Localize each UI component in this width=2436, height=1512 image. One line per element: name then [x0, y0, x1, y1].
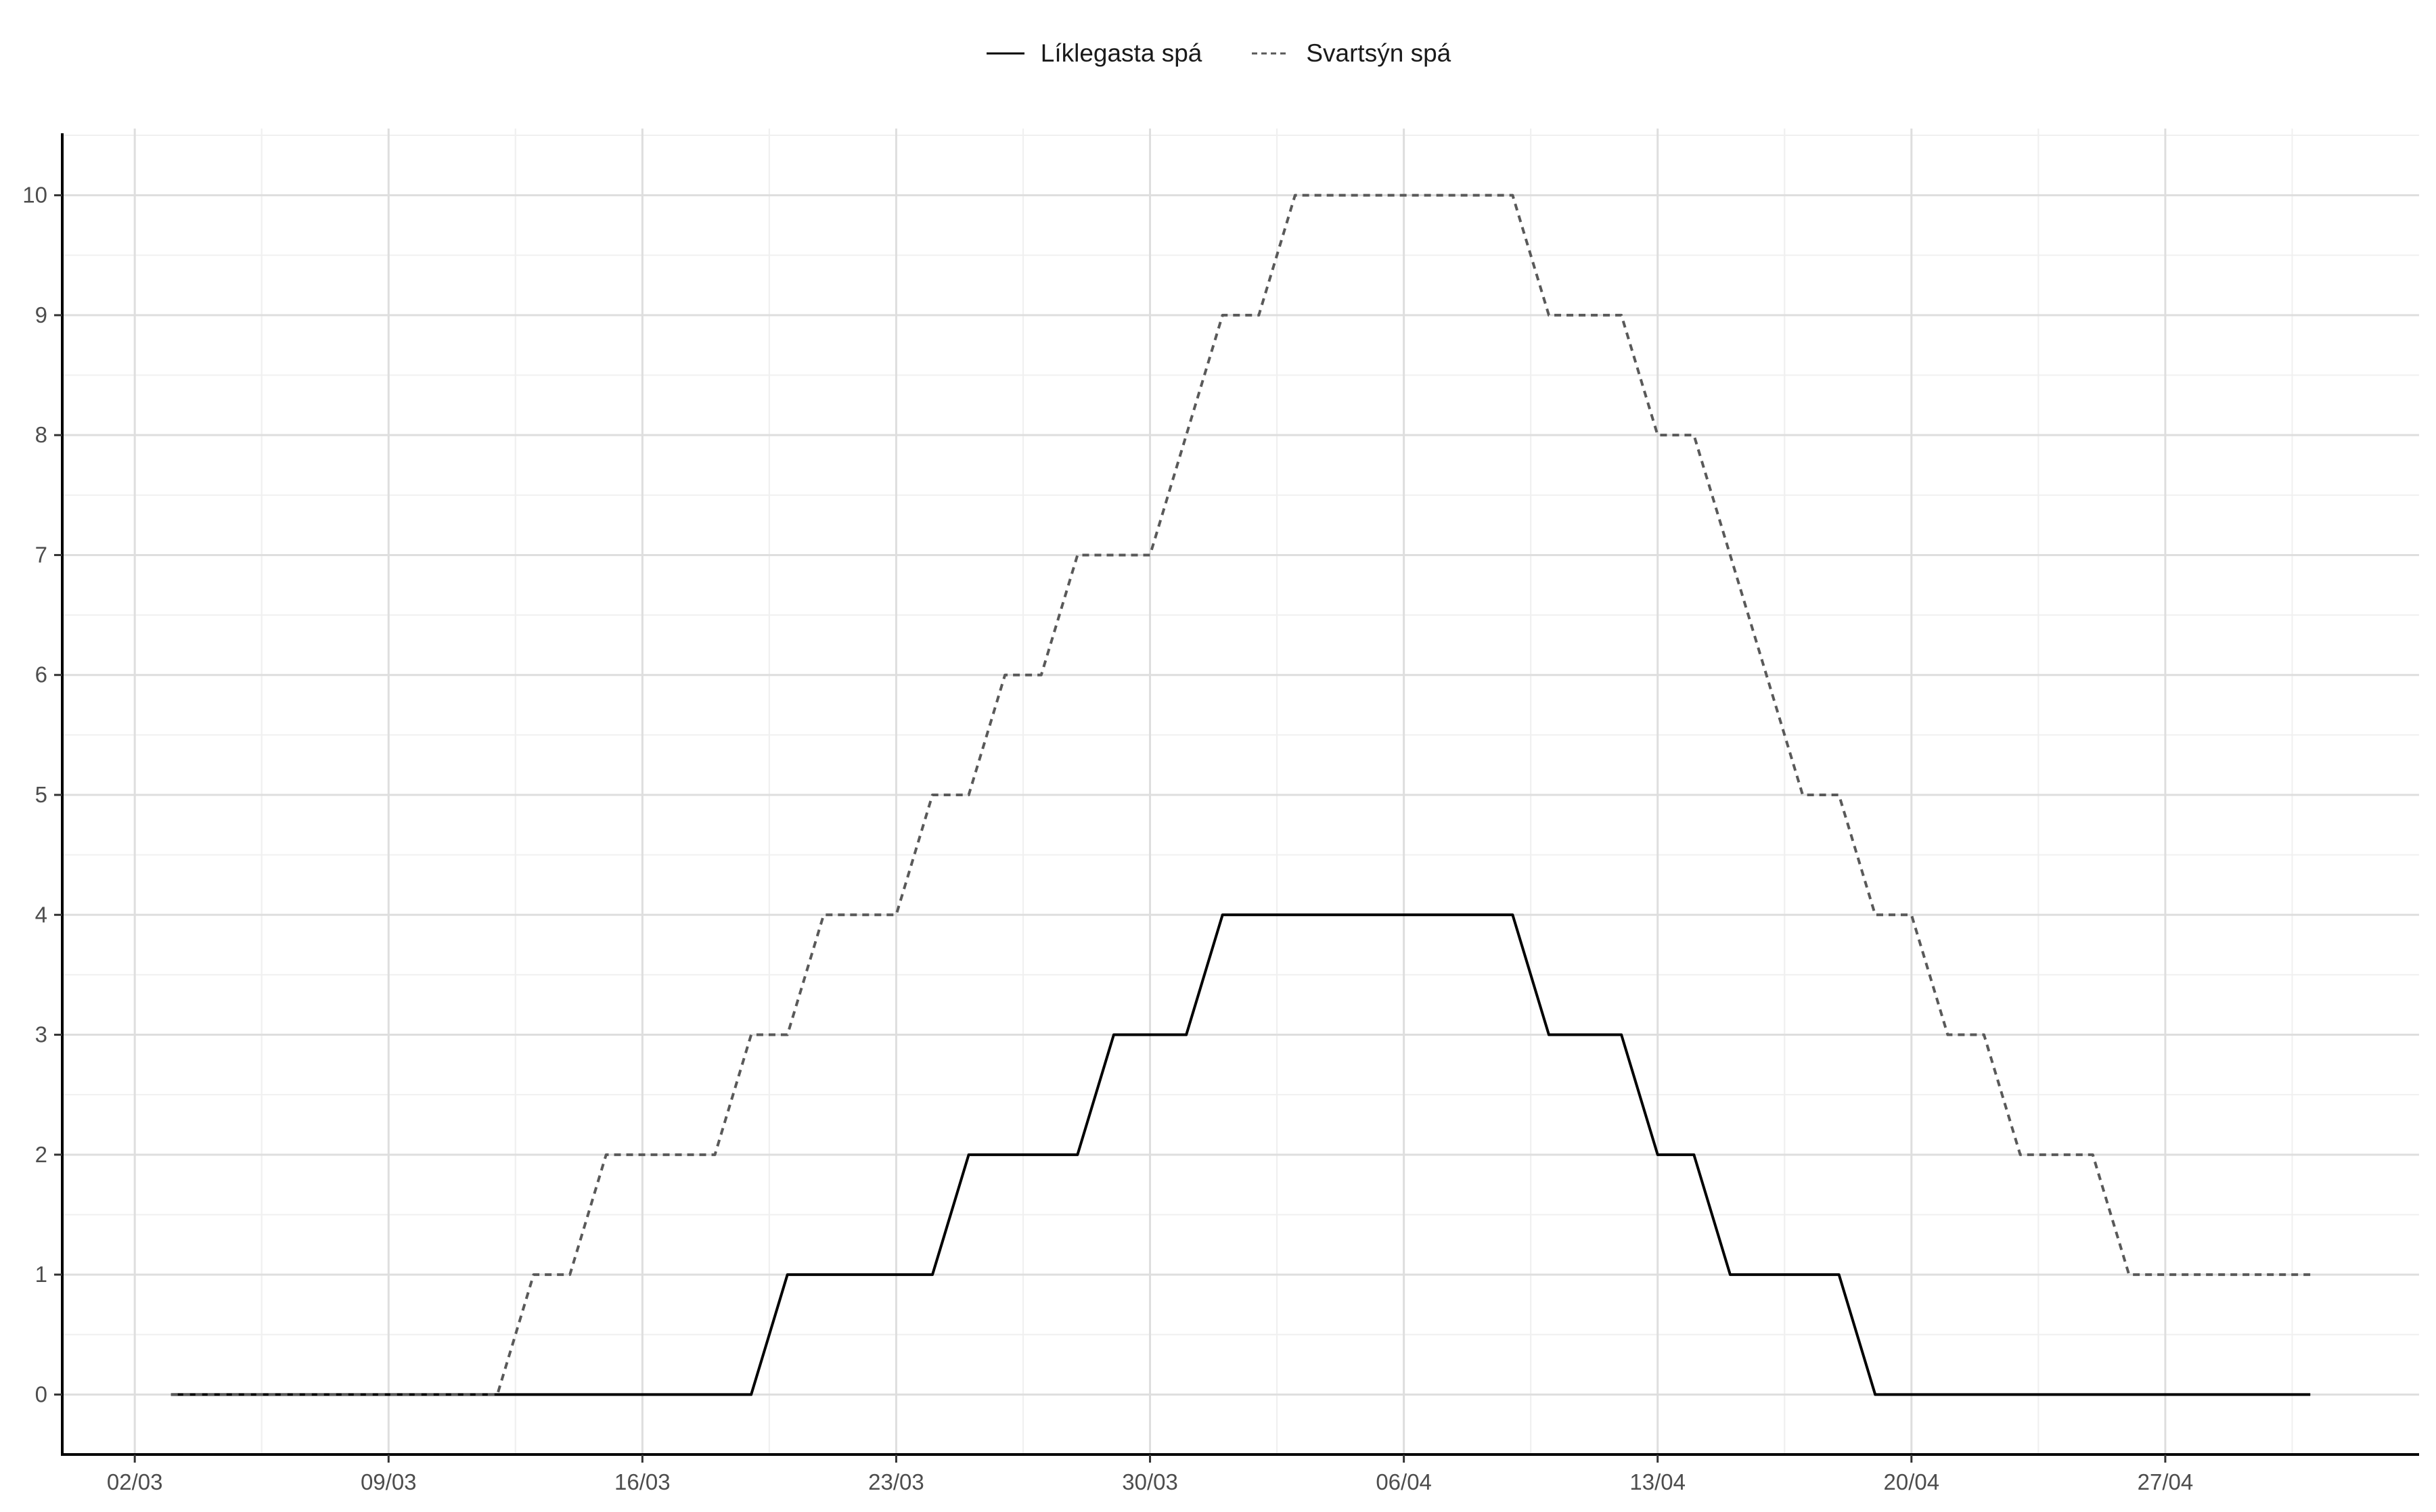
axes	[54, 133, 2419, 1463]
y-tick-label: 8	[35, 422, 47, 447]
legend-label-pessimistic: Svartsýn spá	[1306, 39, 1451, 67]
x-tick-label: 13/04	[1629, 1469, 1686, 1494]
grid-minor	[62, 129, 2419, 1455]
grid-major	[62, 129, 2419, 1454]
legend-key-solid	[986, 52, 1024, 55]
y-tick-label: 7	[35, 542, 47, 567]
legend-item-likely: Líklegasta spá	[985, 39, 1202, 68]
y-tick-label: 0	[35, 1381, 47, 1406]
x-tick-label: 06/04	[1376, 1469, 1432, 1494]
legend-label-likely: Líklegasta spá	[1040, 39, 1202, 67]
y-tick-label: 9	[35, 302, 47, 327]
series-line-1	[171, 913, 2311, 1396]
legend-key-dashed	[1252, 52, 1290, 55]
legend-item-pessimistic: Svartsýn spá	[1250, 39, 1451, 68]
tick-labels: 02/03 09/03 16/03 23/03 30/03 06/04 13/04 20/04…	[22, 183, 2193, 1494]
y-tick-label: 1	[35, 1262, 47, 1287]
legend: Líklegasta spá Svartsýn spá	[0, 39, 2436, 68]
x-tick-label: 16/03	[614, 1469, 671, 1494]
y-tick-label: 6	[35, 662, 47, 687]
y-tick-label: 3	[35, 1022, 47, 1047]
series-layer	[171, 193, 2311, 1396]
x-tick-label: 09/03	[361, 1469, 417, 1494]
y-tick-label: 4	[35, 902, 47, 927]
y-tick-label: 5	[35, 782, 47, 807]
y-tick-label: 10	[22, 183, 47, 208]
x-tick-label: 27/04	[2138, 1469, 2194, 1494]
x-tick-label: 23/03	[868, 1469, 924, 1494]
x-tick-label: 02/03	[107, 1469, 163, 1494]
x-tick-label: 30/03	[1122, 1469, 1178, 1494]
series-line-2	[171, 193, 2311, 1396]
y-tick-label: 2	[35, 1142, 47, 1167]
x-tick-label: 20/04	[1884, 1469, 1940, 1494]
